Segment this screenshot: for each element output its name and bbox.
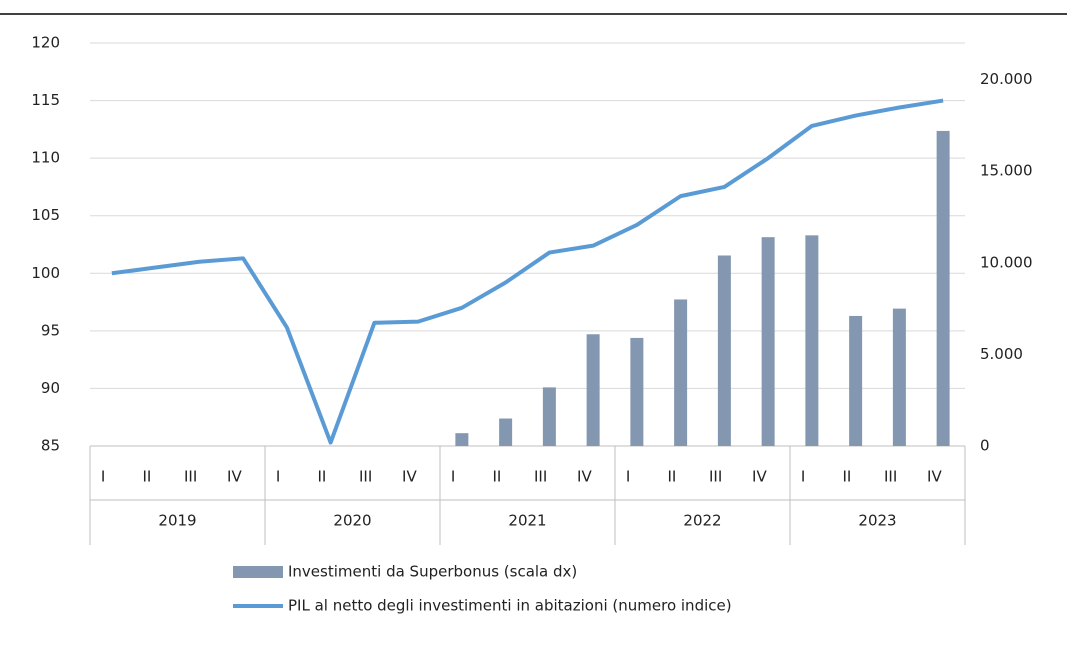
bar: [674, 299, 688, 446]
line: [111, 98, 944, 445]
y-tick-label: 120: [31, 34, 60, 52]
x-tick-label: III: [184, 468, 197, 486]
x-tick-label: II: [317, 468, 326, 486]
y-tick-label: 95: [41, 321, 60, 339]
bar: [761, 237, 775, 446]
x-tick-label: IV: [402, 468, 417, 486]
x-tick-label: IV: [927, 468, 942, 486]
y-tick-label: 85: [41, 437, 60, 455]
y2-tick-label: 15.000: [980, 162, 1033, 180]
year-label: 2023: [858, 512, 896, 530]
bar: [499, 418, 513, 446]
bar: [455, 433, 469, 446]
x-tick-label: II: [842, 468, 851, 486]
y2-tick-label: 0: [980, 437, 990, 455]
bar: [717, 255, 731, 446]
y-tick-label: 90: [41, 379, 60, 397]
x-tick-label: I: [451, 468, 455, 486]
x-tick-label: I: [626, 468, 630, 486]
y2-tick-label: 20.000: [980, 70, 1033, 88]
x-tick-label: I: [101, 468, 105, 486]
x-tick-label: IV: [577, 468, 592, 486]
y2-tick-label: 5.000: [980, 345, 1023, 363]
legend-label: PIL al netto degli investimenti in abita…: [288, 597, 732, 615]
bar: [542, 387, 556, 446]
x-tick-label: II: [492, 468, 501, 486]
year-label: 2021: [508, 512, 546, 530]
legend-swatch: [233, 566, 283, 578]
x-tick-label: III: [709, 468, 722, 486]
y2-tick-label: 10.000: [980, 253, 1033, 271]
bar: [849, 315, 863, 446]
legend-label: Investimenti da Superbonus (scala dx): [288, 563, 577, 581]
y-tick-label: 105: [31, 206, 60, 224]
x-tick-label: I: [801, 468, 805, 486]
y-tick-label: 115: [31, 91, 60, 109]
bar: [805, 235, 819, 446]
y-tick-label: 110: [31, 149, 60, 167]
bar: [586, 334, 600, 446]
x-tick-label: IV: [227, 468, 242, 486]
x-tick-label: III: [884, 468, 897, 486]
bar: [630, 337, 644, 446]
x-tick-label: II: [667, 468, 676, 486]
x-tick-label: II: [142, 468, 151, 486]
x-tick-label: I: [276, 468, 280, 486]
year-label: 2022: [683, 512, 721, 530]
bar: [892, 308, 906, 446]
year-label: 2020: [333, 512, 371, 530]
y-tick-label: 100: [31, 264, 60, 282]
year-label: 2019: [158, 512, 196, 530]
x-tick-label: III: [534, 468, 547, 486]
bar: [936, 130, 950, 446]
x-tick-label: III: [359, 468, 372, 486]
x-tick-label: IV: [752, 468, 767, 486]
